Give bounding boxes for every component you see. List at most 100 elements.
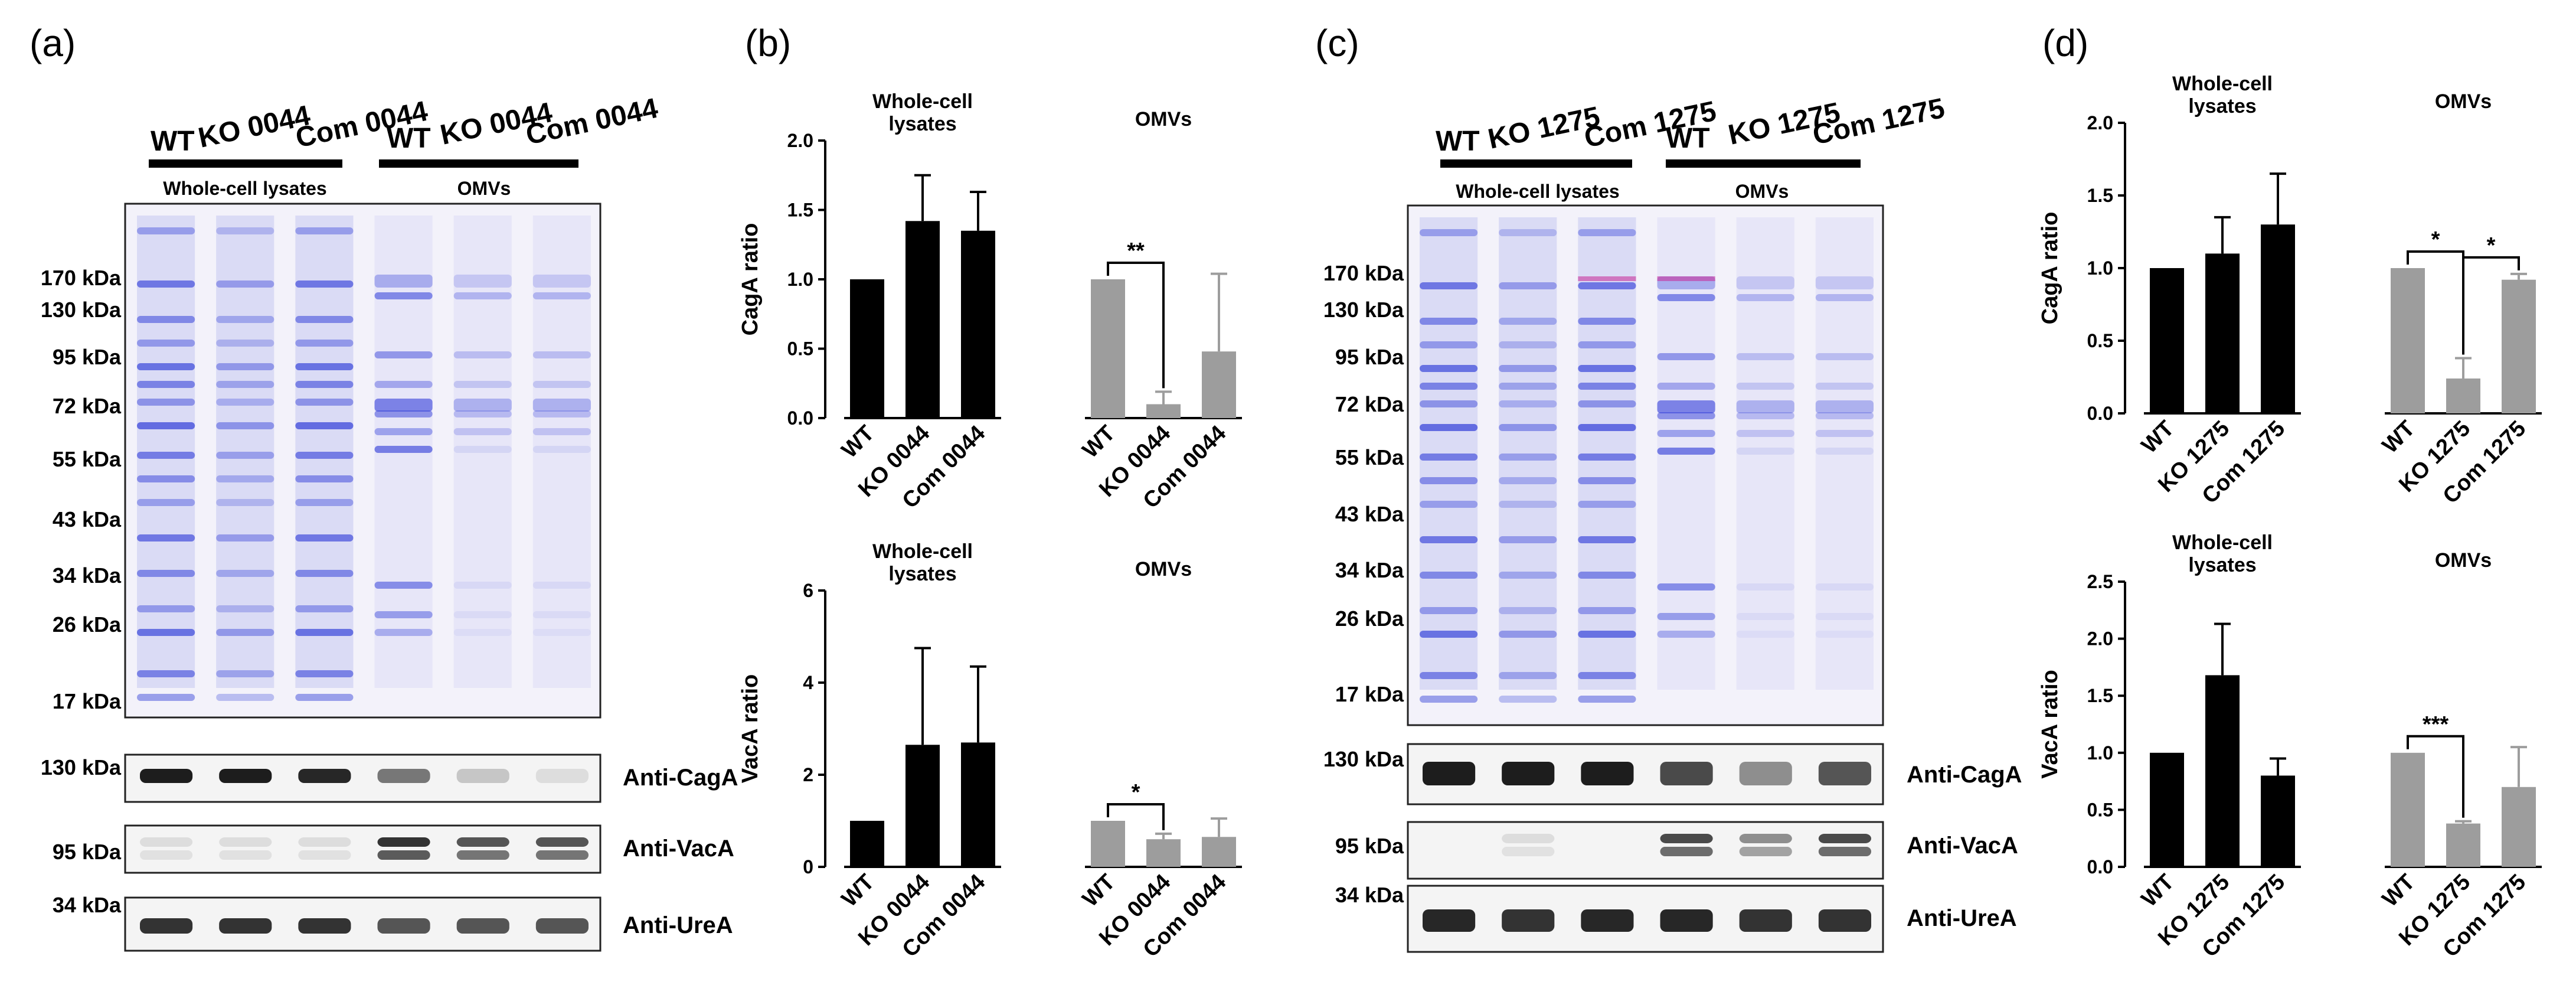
y-tick-label: 0.0: [787, 407, 813, 429]
gel-band: [295, 475, 354, 482]
gel-image: [1407, 204, 1884, 726]
wb-band: [377, 918, 430, 934]
gel-band: [295, 422, 354, 429]
marker-label: 130 kDa: [41, 298, 122, 322]
group-title: Whole-cell: [2172, 531, 2273, 554]
gel-band: [137, 605, 195, 612]
gel-band: [137, 670, 195, 677]
gel-band: [453, 582, 512, 589]
y-tick-label: 1.5: [2087, 685, 2113, 706]
marker-label: 17 kDa: [1335, 682, 1404, 706]
y-tick-label: 2.0: [2087, 112, 2113, 133]
gel-band: [295, 280, 354, 288]
marker-label: 34 kDa: [1335, 558, 1404, 582]
gel-band: [1420, 383, 1478, 390]
gel-band: [374, 381, 433, 388]
gel-band: [1815, 353, 1874, 360]
bar: [2446, 823, 2480, 867]
wb-band: [298, 837, 351, 847]
gel-band: [295, 452, 354, 459]
gel-band: [1578, 282, 1636, 289]
gel-band: [137, 452, 195, 459]
gel-band: [1578, 318, 1636, 325]
gel-band: [1578, 572, 1636, 579]
group-title: OMVs: [1135, 108, 1192, 131]
gel-band: [1736, 353, 1794, 360]
gel-band: [1499, 454, 1557, 461]
bar: [2150, 268, 2184, 413]
y-tick-label: 2.0: [787, 130, 813, 151]
gel-band: [453, 381, 512, 388]
wb-band: [1660, 847, 1713, 856]
gel-band: [532, 446, 591, 453]
bar: [2446, 378, 2480, 413]
wb-band: [535, 918, 589, 934]
wb-band: [298, 918, 351, 934]
marker-label: 55 kDa: [53, 447, 122, 471]
gel-band: [295, 570, 354, 577]
gel-band: [374, 629, 433, 636]
gel-smear: [1815, 217, 1874, 690]
wb-band: [219, 769, 272, 783]
gel-band: [295, 340, 354, 347]
x-tick-label: WT: [2378, 870, 2420, 912]
gel-band: [453, 399, 512, 412]
gel-band: [1420, 318, 1478, 325]
gel-band: [295, 534, 354, 541]
gel-band: [137, 694, 195, 701]
wb-marker-label: 34 kDa: [53, 893, 122, 917]
antibody-label: Anti-CagA: [1907, 762, 2022, 788]
gel-smear: [216, 216, 274, 688]
gel-band: [216, 227, 274, 234]
gel-band: [374, 275, 433, 288]
gel-band: [1499, 477, 1557, 484]
gel-smear: [532, 216, 591, 688]
y-tick-label: 0: [803, 856, 813, 877]
gel-band: [216, 570, 274, 577]
wb-band: [456, 837, 509, 847]
gel-band: [532, 629, 591, 636]
gel-band: [295, 381, 354, 388]
marker-label: 34 kDa: [53, 563, 122, 588]
y-axis-label: CagA ratio: [2038, 212, 2062, 325]
gel-band: [137, 629, 195, 636]
gel-band: [1657, 430, 1715, 437]
gel-band: [216, 629, 274, 636]
western-blot-caga: [124, 753, 601, 803]
gel-band: [1499, 424, 1557, 431]
wb-band: [1818, 762, 1871, 785]
gel-band: [1420, 282, 1478, 289]
marker-label: 72 kDa: [53, 394, 122, 418]
gel-band: [1657, 613, 1715, 620]
gel-band: [374, 611, 433, 618]
bar: [2205, 253, 2240, 413]
gel-band: [1815, 400, 1874, 413]
gel-band: [532, 351, 591, 358]
gel-bands: [1420, 217, 1874, 703]
gel-band: [1499, 383, 1557, 390]
gel-band: [216, 499, 274, 506]
bar: [2261, 775, 2295, 867]
bar: [850, 279, 884, 418]
gel-band: [1578, 501, 1636, 508]
gel-band: [137, 475, 195, 482]
gel-band: [1499, 607, 1557, 614]
gel-band: [532, 399, 591, 412]
bar: [2150, 752, 2184, 867]
gel-band: [216, 694, 274, 701]
gel-band: [1657, 631, 1715, 638]
significance-bracket: [1107, 262, 1165, 389]
gel-band: [137, 570, 195, 577]
gel-band: [295, 670, 354, 677]
gel-band: [216, 605, 274, 612]
group-title: OMVs: [1135, 558, 1192, 580]
gel-band: [295, 399, 354, 406]
bar: [850, 821, 884, 867]
gel-band: [1815, 276, 1874, 289]
wb-band: [456, 918, 509, 934]
group-label: Whole-cell lysates: [1456, 181, 1619, 202]
gel-band: [295, 227, 354, 234]
gel-band: [1499, 229, 1557, 236]
